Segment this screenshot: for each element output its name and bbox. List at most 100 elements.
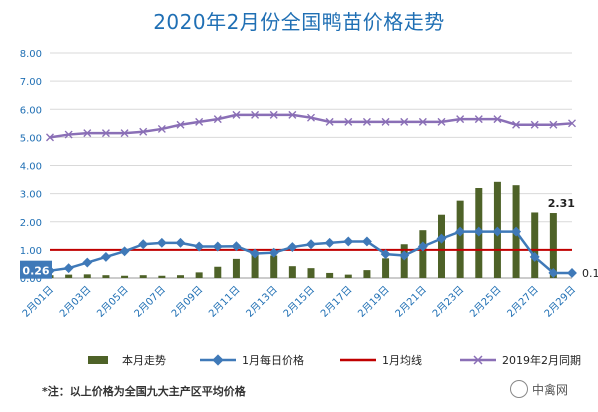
bar <box>531 212 539 278</box>
series-2019-point <box>400 117 409 126</box>
bar <box>214 266 222 278</box>
y-tick-label: 6.00 <box>20 105 42 116</box>
series-2019-point <box>101 129 110 138</box>
y-tick-label: 2.00 <box>20 218 42 229</box>
legend-item-2019: 2019年2月同期 <box>460 352 581 368</box>
bar <box>549 213 557 278</box>
series-daily-point <box>455 226 466 237</box>
series-daily-point <box>417 241 428 252</box>
x-tick-label: 2月01日 <box>20 284 56 320</box>
series-daily-point <box>175 237 186 248</box>
x-tick-label: 2月15日 <box>281 284 317 320</box>
x-tick-label: 2月25日 <box>467 284 503 320</box>
series-2019-point <box>344 117 353 126</box>
series-2019-point <box>46 133 54 142</box>
bar <box>400 244 408 278</box>
series-2019-point <box>213 115 222 124</box>
series-2019-point <box>269 110 278 119</box>
series-daily-point <box>436 233 447 244</box>
series-daily-point <box>529 251 540 262</box>
data-label-box <box>20 260 52 279</box>
x-tick-label: 2月19日 <box>356 284 392 320</box>
series-2019-point <box>549 120 558 129</box>
data-label: 0.18 <box>582 267 598 280</box>
series-daily-point <box>63 263 74 274</box>
legend-label-bar: 本月走势 <box>122 354 166 367</box>
bar <box>456 200 464 278</box>
wechat-logo-icon <box>510 380 528 398</box>
bar <box>251 251 259 278</box>
series-daily-point <box>268 247 279 258</box>
series-2019-point <box>512 120 521 129</box>
series-2019-point <box>437 117 446 126</box>
y-tick-label: 1.00 <box>20 246 42 257</box>
series-2019-point <box>139 127 148 136</box>
series-daily-point <box>194 241 205 252</box>
bar <box>65 274 73 278</box>
y-tick-label: 3.00 <box>20 190 42 201</box>
series-2019-point <box>195 117 204 126</box>
x-tick-label: 2月23日 <box>430 284 466 320</box>
series-daily-point <box>119 246 130 257</box>
bar <box>326 272 334 278</box>
series-daily-point <box>156 237 167 248</box>
bar <box>270 255 278 278</box>
y-tick-label: 0.00 <box>20 274 42 285</box>
series-2019-point <box>456 115 465 124</box>
x-tick-label: 2月05日 <box>95 284 131 320</box>
watermark: 中禽网 <box>510 380 568 398</box>
legend-swatch-2019 <box>460 353 496 367</box>
series-2019-point <box>418 117 427 126</box>
x-tick-label: 2月03日 <box>57 284 93 320</box>
bar <box>307 268 315 278</box>
bar <box>344 274 352 278</box>
legend-swatch-avg <box>340 353 376 367</box>
y-tick-label: 4.00 <box>20 162 42 173</box>
legend-item-avg: 1月均线 <box>340 352 422 368</box>
y-tick-label: 5.00 <box>20 133 42 144</box>
series-2019-point <box>176 120 185 129</box>
series-daily-point <box>82 257 93 268</box>
series-2019-point <box>493 115 502 124</box>
bar <box>438 214 445 278</box>
bar <box>419 230 427 278</box>
series-daily-point <box>492 226 503 237</box>
data-label: 0.26 <box>22 265 49 278</box>
x-tick-label: 2月07日 <box>132 284 168 320</box>
series-daily-point <box>287 242 298 253</box>
series-2019-point <box>530 120 539 129</box>
x-tick-label: 2月27日 <box>505 284 541 320</box>
series-daily-point <box>567 267 577 278</box>
y-tick-label: 7.00 <box>20 77 42 88</box>
legend-item-daily: 1月每日价格 <box>200 352 304 368</box>
legend-item-bar: 本月走势 <box>80 352 166 368</box>
bar <box>102 275 110 278</box>
bar <box>139 275 147 278</box>
series-2019-point <box>568 119 576 128</box>
bar <box>363 270 371 278</box>
bar <box>121 275 129 278</box>
series-2019-point <box>474 115 483 124</box>
series-daily-point <box>212 241 223 252</box>
series-daily-point <box>361 236 372 247</box>
x-tick-label: 2月13日 <box>244 284 280 320</box>
data-label: 2.31 <box>548 197 575 210</box>
legend-label-avg: 1月均线 <box>382 354 422 367</box>
series-2019-point <box>288 110 297 119</box>
series-2019-point <box>251 110 260 119</box>
series-daily-point <box>548 267 559 278</box>
series-daily-point <box>343 236 354 247</box>
bar <box>382 258 390 278</box>
x-tick-label: 2月29日 <box>542 284 578 320</box>
watermark-text: 中禽网 <box>532 382 569 397</box>
series-daily-point <box>399 250 410 261</box>
series-daily-point <box>306 239 316 250</box>
bar <box>83 274 91 278</box>
series-daily-point <box>511 226 522 237</box>
legend: 本月走势 1月每日价格 1月均线 2019年2月同期 <box>60 352 598 370</box>
series-2019-point <box>307 113 315 122</box>
y-tick-label: 8.00 <box>20 49 42 60</box>
series-daily-point <box>138 239 149 250</box>
bar <box>177 275 184 278</box>
